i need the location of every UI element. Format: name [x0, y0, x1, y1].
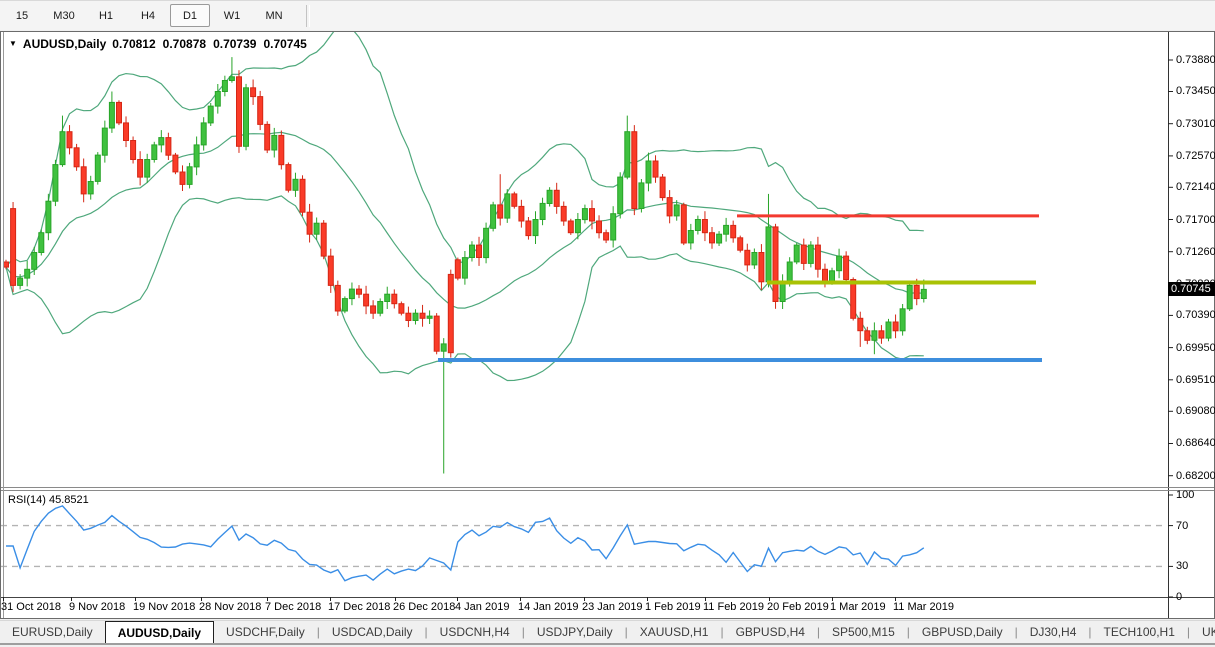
date-tick-label: 14 Jan 2019 — [518, 601, 579, 613]
date-tick-label: 7 Dec 2018 — [265, 601, 322, 613]
tab-separator: | — [521, 625, 525, 639]
timeframe-button-m30[interactable]: M30 — [53, 9, 75, 22]
date-tick-label: 1 Feb 2019 — [645, 601, 701, 613]
ohlc-open: 0.70812 — [112, 37, 156, 51]
tab-gbpusd-h4[interactable]: GBPUSD,H4 — [735, 625, 805, 639]
tab-separator: | — [906, 625, 910, 639]
tab-separator: | — [1014, 625, 1018, 639]
timeframe-button-h4[interactable]: H4 — [140, 9, 156, 22]
date-tick-label: 1 Mar 2019 — [830, 601, 886, 613]
tab-separator: | — [316, 625, 320, 639]
chart-window: ▼ AUDUSD,Daily 0.70812 0.70878 0.70739 0… — [0, 31, 1215, 619]
chart-title: ▼ AUDUSD,Daily 0.70812 0.70878 0.70739 0… — [9, 37, 307, 51]
rsi-line — [6, 505, 925, 582]
price-tick-label: 0.72570 — [1176, 149, 1215, 162]
tab-audusd-daily[interactable]: AUDUSD,Daily — [104, 621, 215, 643]
price-tick-label: 0.68200 — [1176, 469, 1215, 482]
timeframe-button-d1[interactable]: D1 — [170, 4, 210, 27]
tab-separator: | — [1186, 625, 1191, 639]
tab-sp500-m15[interactable]: SP500,M15 — [832, 625, 895, 639]
ohlc-low: 0.70739 — [213, 37, 257, 51]
candles[interactable] — [4, 57, 927, 474]
price-tick-label: 0.69950 — [1176, 341, 1215, 354]
timeframe-button-mn[interactable]: MN — [265, 9, 283, 22]
price-tick-label: 0.72140 — [1176, 181, 1215, 194]
ohlc-high: 0.70878 — [162, 37, 207, 51]
price-tick-label: 0.71700 — [1176, 213, 1215, 226]
date-tick-label: 20 Feb 2019 — [767, 601, 829, 613]
tab-usdjpy-daily[interactable]: USDJPY,Daily — [536, 625, 613, 639]
date-tick-label: 19 Nov 2018 — [133, 601, 196, 613]
tab-usdcnh-h4[interactable]: USDCNH,H4 — [439, 625, 510, 639]
price-tick-label: 0.69510 — [1176, 373, 1215, 386]
tab-usdcad-daily[interactable]: USDCAD,Daily — [331, 625, 413, 639]
tab-separator: | — [1088, 625, 1092, 639]
tab-separator: | — [720, 625, 724, 639]
price-tick-label: 0.73880 — [1176, 54, 1215, 66]
tab-separator: | — [624, 625, 628, 639]
timeframe-button-h1[interactable]: H1 — [98, 9, 114, 22]
tab-ukc[interactable]: UKC — [1202, 625, 1215, 639]
price-tick-label: 0.73010 — [1176, 117, 1215, 130]
date-tick-label: 31 Oct 2018 — [1, 601, 61, 613]
chart-canvas[interactable] — [0, 31, 1215, 619]
date-tick-label: 23 Jan 2019 — [582, 601, 643, 613]
chart-symbol-label: AUDUSD,Daily — [22, 37, 107, 51]
tab-dj30-h4[interactable]: DJ30,H4 — [1029, 625, 1077, 639]
current-price-label: 0.70745 — [1168, 282, 1215, 297]
chevron-down-icon[interactable]: ▼ — [9, 38, 17, 48]
date-tick-label: 26 Dec 2018 — [393, 601, 456, 613]
toolbar-separator — [306, 4, 310, 27]
timeframe-button-w1[interactable]: W1 — [223, 9, 241, 22]
date-tick-label: 9 Nov 2018 — [69, 601, 126, 613]
tab-xauusd-h1[interactable]: XAUUSD,H1 — [639, 625, 709, 639]
bollinger-lower-band — [5, 195, 924, 382]
rsi-tick-label: 30 — [1176, 560, 1189, 573]
tab-usdchf-daily[interactable]: USDCHF,Daily — [226, 625, 305, 639]
bollinger-middle-band — [5, 131, 924, 309]
rsi-value: 45.8521 — [48, 494, 89, 506]
timeframe-button-15[interactable]: 15 — [15, 9, 29, 22]
tab-gbpusd-daily[interactable]: GBPUSD,Daily — [921, 625, 1003, 639]
rsi-tick-label: 100 — [1176, 489, 1195, 501]
date-tick-label: 28 Nov 2018 — [199, 601, 262, 613]
tab-separator: | — [816, 625, 821, 639]
price-tick-label: 0.69080 — [1176, 405, 1215, 418]
timeframe-toolbar: 15 M30 H1 H4 D1 W1 MN — [0, 0, 1215, 30]
price-tick-label: 0.71260 — [1176, 245, 1215, 258]
date-tick-label: 11 Feb 2019 — [703, 601, 764, 613]
ohlc-close: 0.70745 — [263, 37, 307, 51]
symbol-tabbar: EURUSD,Daily AUDUSD,Daily USDCHF,Daily | USD… — [0, 620, 1215, 645]
price-tick-label: 0.73450 — [1176, 85, 1215, 98]
rsi-tick-label: 0 — [1176, 591, 1183, 603]
date-tick-label: 17 Dec 2018 — [328, 601, 391, 613]
price-tick-label: 0.68640 — [1176, 437, 1215, 450]
rsi-indicator-label: RSI(14) 45.8521 — [8, 494, 89, 506]
price-tick-label: 0.70390 — [1176, 309, 1215, 322]
rsi-tick-label: 70 — [1176, 519, 1189, 532]
date-tick-label: 11 Mar 2019 — [893, 601, 954, 613]
tab-eurusd-daily[interactable]: EURUSD,Daily — [12, 625, 93, 639]
tab-separator: | — [424, 625, 428, 639]
tab-tech100-h1[interactable]: TECH100,H1 — [1103, 625, 1175, 639]
date-tick-label: 4 Jan 2019 — [455, 601, 510, 613]
